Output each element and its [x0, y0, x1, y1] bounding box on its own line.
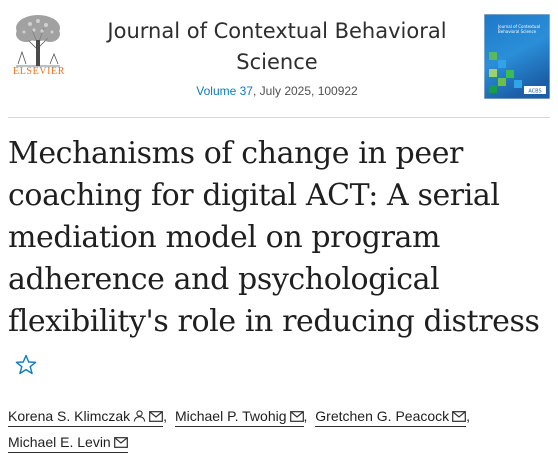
author-separator: ,: [163, 408, 168, 424]
author-link[interactable]: Michael P. Twohig: [174, 408, 304, 427]
journal-cover-image[interactable]: ACBS Journal of Contextual Behavioral Sc…: [483, 13, 551, 100]
issue-date-number: , July 2025, 100922: [252, 84, 358, 98]
mail-icon: [113, 435, 128, 452]
cover-logo-text: ACBS: [528, 89, 541, 95]
author-name: Michael E. Levin: [8, 434, 111, 450]
header-divider: [8, 117, 550, 118]
elsevier-tree-icon: [8, 12, 68, 68]
journal-header: ELSEVIER Journal of Contextual Behaviora…: [0, 0, 558, 118]
star-icon[interactable]: [14, 347, 38, 389]
person-icon: [133, 409, 146, 426]
author-name: Michael P. Twohig: [174, 408, 287, 424]
author-link[interactable]: Korena S. Klimczak: [8, 408, 164, 427]
elsevier-logo[interactable]: [8, 12, 68, 78]
mail-icon: [149, 409, 164, 426]
article-title-text: Mechanisms of change in peer coaching fo…: [8, 136, 540, 339]
mail-icon: [452, 409, 467, 426]
author-name: Gretchen G. Peacock: [315, 408, 450, 424]
author-separator: ,: [466, 408, 471, 424]
journal-title[interactable]: Journal of Contextual Behavioral Science: [107, 19, 447, 74]
article-title: Mechanisms of change in peer coaching fo…: [8, 133, 553, 389]
author-link[interactable]: Gretchen G. Peacock: [315, 408, 467, 427]
author-name: Korena S. Klimczak: [8, 408, 131, 424]
author-separator: ,: [303, 408, 308, 424]
author-link[interactable]: Michael E. Levin: [8, 434, 128, 453]
volume-link[interactable]: Volume 37: [196, 84, 253, 98]
publisher-name: ELSEVIER: [12, 66, 66, 77]
issue-info: Volume 37, July 2025, 100922: [104, 84, 450, 98]
svg-text:Journal of Contextual: Journal of Contextual: [497, 24, 540, 29]
svg-text:Behavioral Science: Behavioral Science: [498, 29, 537, 34]
mail-icon: [289, 409, 304, 426]
author-list: Korena S. Klimczak, Michael P. Twohig, G…: [8, 403, 553, 455]
